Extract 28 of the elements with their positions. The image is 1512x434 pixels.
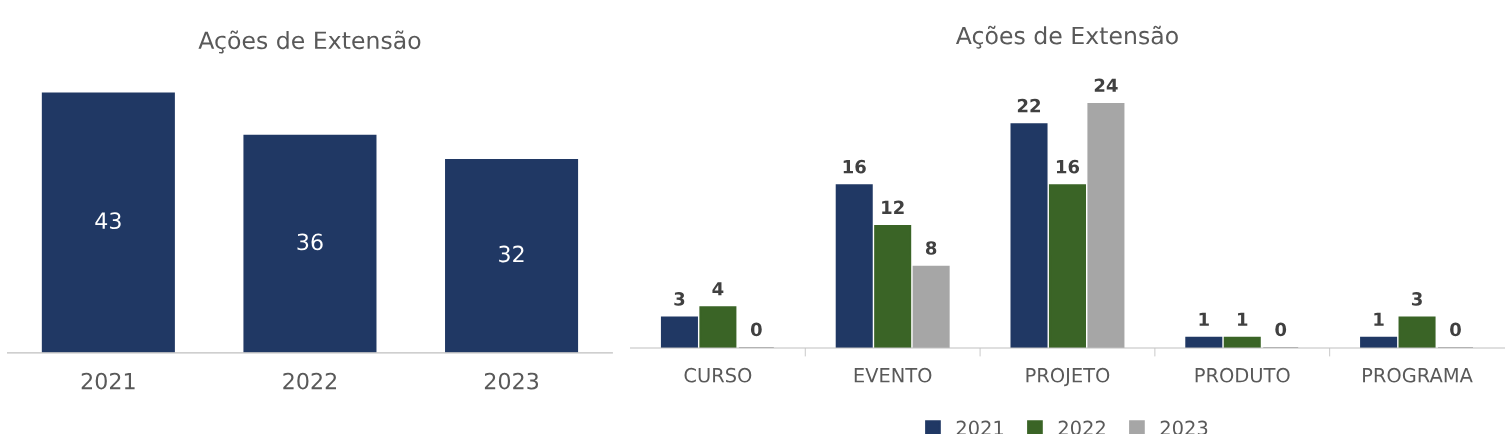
data-label: 22 bbox=[1017, 98, 1041, 113]
x-tick-label: EVENTO bbox=[854, 367, 932, 383]
data-label: 1 bbox=[1374, 312, 1384, 326]
data-label: 0 bbox=[750, 322, 762, 337]
x-tick-label: 2021 bbox=[81, 372, 135, 390]
data-label: 0 bbox=[1450, 322, 1461, 337]
data-label: 4 bbox=[712, 282, 724, 296]
x-tick-label: 2023 bbox=[484, 372, 539, 390]
data-label: 8 bbox=[925, 241, 937, 255]
data-label: 24 bbox=[1094, 78, 1118, 92]
data-label: 32 bbox=[499, 245, 524, 263]
data-label: 36 bbox=[297, 233, 323, 251]
x-tick-label: 2022 bbox=[283, 372, 337, 390]
data-label: 12 bbox=[882, 200, 904, 214]
data-label: 1 bbox=[1199, 312, 1209, 326]
x-tick-label: CURSO bbox=[684, 367, 752, 383]
data-label: 43 bbox=[95, 212, 121, 230]
data-label: 0 bbox=[1275, 322, 1287, 337]
data-label: 1 bbox=[1238, 312, 1248, 326]
data-label: 3 bbox=[674, 292, 685, 306]
data-label: 16 bbox=[1056, 159, 1080, 174]
x-tick-label: PRODUTO bbox=[1195, 367, 1290, 383]
x-tick-label: PROGRAMA bbox=[1363, 367, 1473, 383]
data-label: 3 bbox=[1411, 292, 1422, 306]
x-tick-label: PROJETO bbox=[1026, 367, 1110, 387]
chart-title: Ações de Extensão bbox=[955, 25, 1178, 49]
chart-title: Ações de Extensão bbox=[198, 30, 421, 54]
data-label: 16 bbox=[843, 159, 866, 174]
